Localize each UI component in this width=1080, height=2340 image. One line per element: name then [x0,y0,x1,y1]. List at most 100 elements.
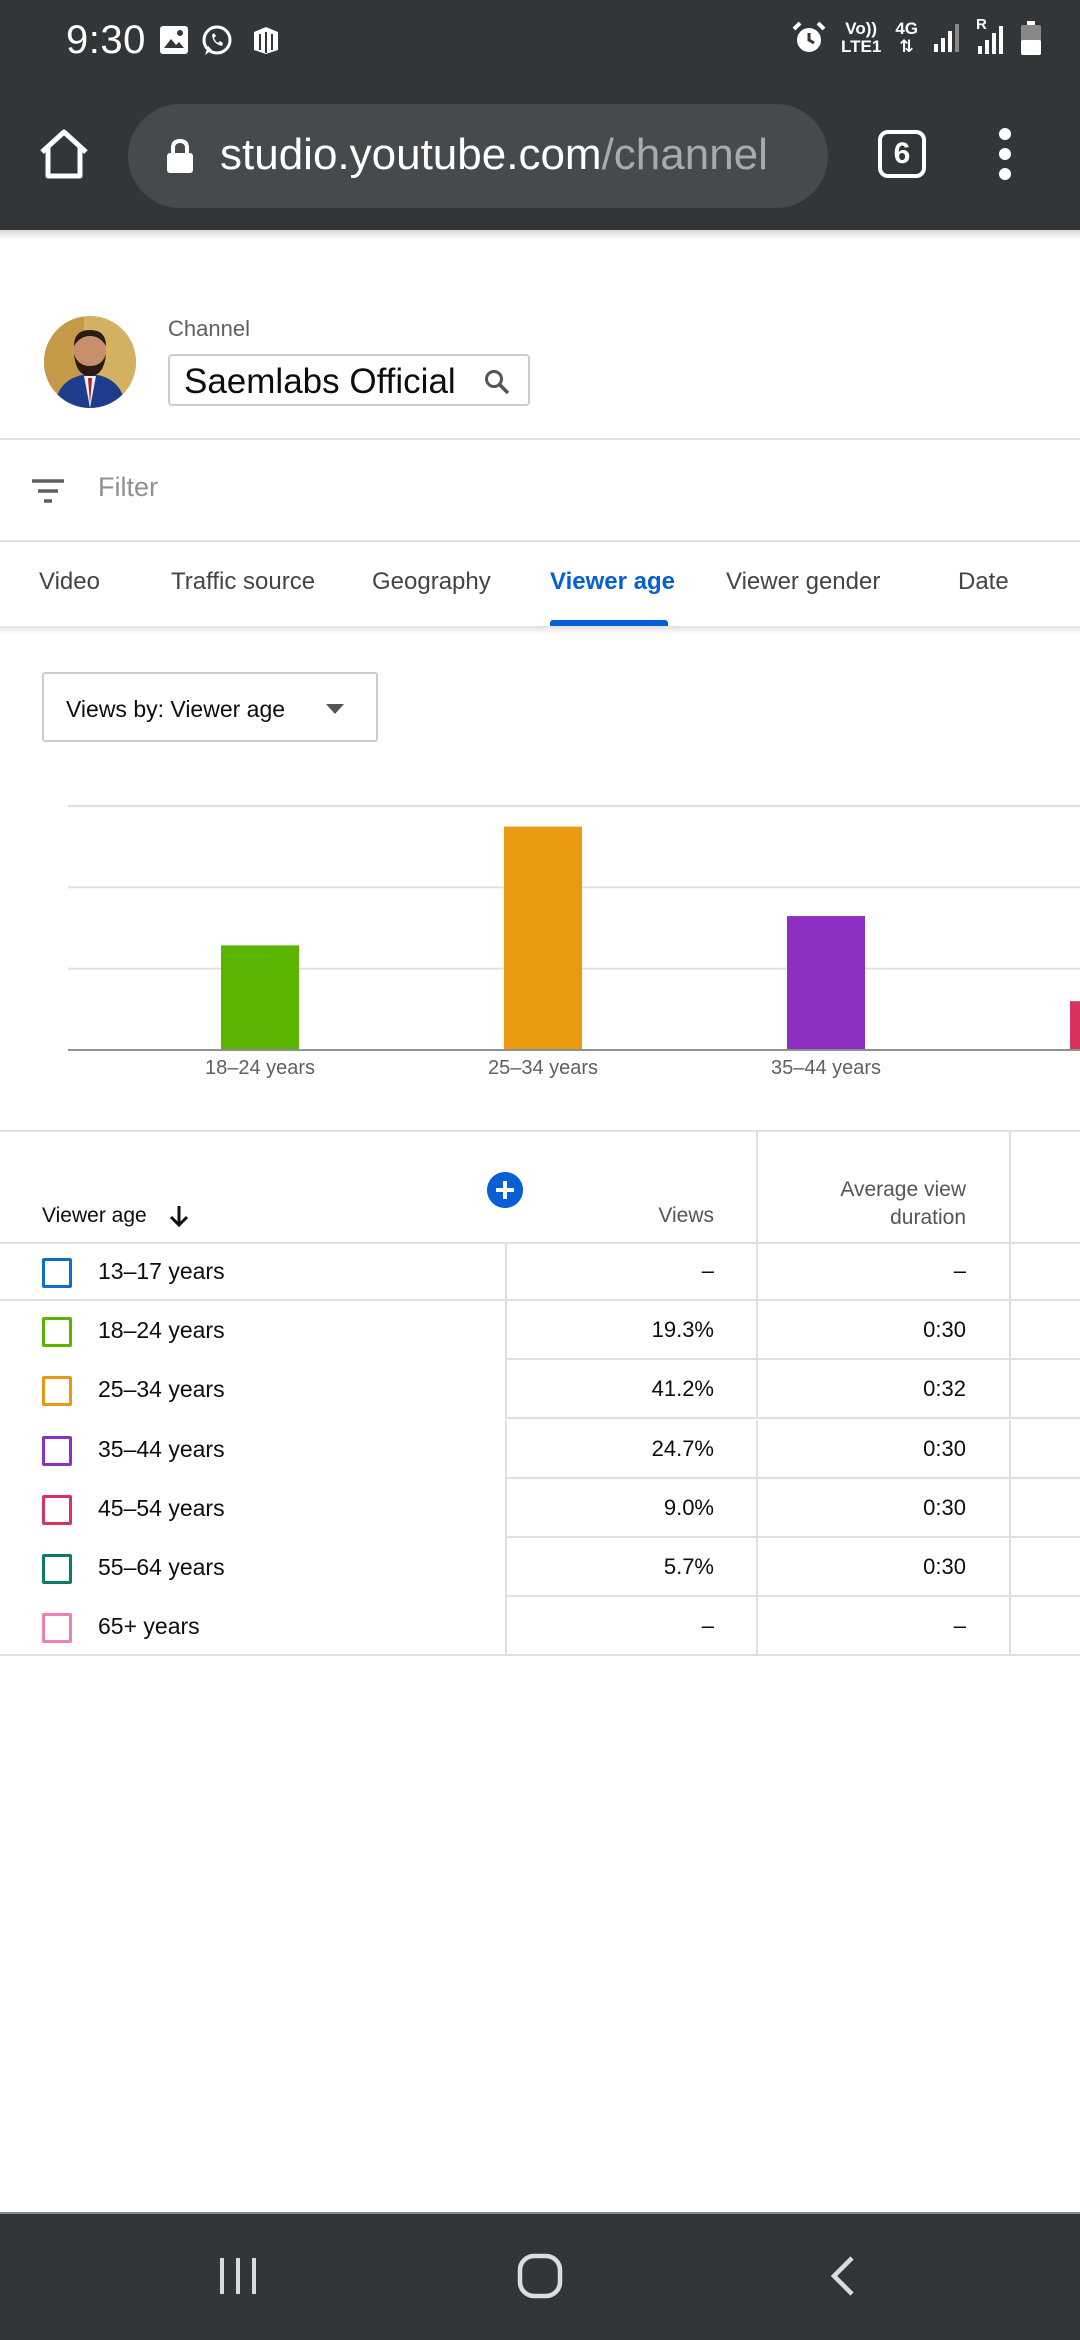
header-avg-view-duration[interactable]: Average view duration [840,1178,966,1229]
row-checkbox[interactable] [42,1435,72,1466]
table-row[interactable]: 18–24 years 19.3% 0:30 [0,1301,1080,1361]
add-column-button[interactable] [487,1172,523,1208]
navbar-border [0,2212,1080,2215]
row-label: 13–17 years [98,1258,225,1284]
channel-name: Saemlabs Official [184,362,456,401]
chart-tick-label: 25–34 years [488,1057,598,1079]
tab-viewer-age[interactable]: Viewer age [550,568,675,595]
table-row[interactable]: 65+ years – – [0,1597,1080,1657]
row-checkbox[interactable] [42,1258,72,1288]
url-text: studio.youtube.com/channel [220,130,768,179]
row-checkbox[interactable] [42,1554,72,1584]
filter-icon[interactable] [30,476,66,506]
column-divider [505,1360,507,1420]
tab-traffic-source[interactable]: Traffic source [171,568,316,595]
status-time: 9:30 [66,18,146,62]
row-avg-duration: – [953,1258,966,1283]
column-divider [505,1597,507,1657]
column-divider [1009,1538,1011,1597]
tabs-shadow [0,626,1080,634]
tab-geography[interactable]: Geography [372,568,491,595]
table-row[interactable]: 55–64 years 5.7% 0:30 [0,1538,1080,1597]
whatsapp-icon [202,25,232,55]
alarm-icon [792,21,826,52]
row-avg-duration: – [953,1613,966,1639]
table-row[interactable]: 35–44 years 24.7% 0:30 [0,1419,1080,1479]
row-label: 25–34 years [98,1376,225,1403]
divider [0,540,1080,542]
column-divider [505,1301,507,1361]
volte-indicator: Vo)) LTE1 [841,19,882,56]
header-viewer-age[interactable]: Viewer age [42,1204,147,1227]
header-views[interactable]: Views [658,1204,714,1227]
column-divider [1009,1419,1011,1479]
signal-roaming-icon: R [976,16,1006,56]
tab-switcher-button[interactable]: 6 [878,130,926,178]
row-views: – [701,1613,714,1639]
chart-bar [1070,1001,1080,1050]
search-icon[interactable] [484,369,510,395]
table-row[interactable]: 45–54 years 9.0% 0:30 [0,1478,1080,1538]
row-avg-duration: 0:30 [923,1435,966,1461]
back-icon[interactable] [826,2254,862,2298]
metric-dropdown[interactable]: Views by: Viewer age [42,672,378,742]
tab-date[interactable]: Date [958,568,1009,595]
app-icon [254,27,278,54]
column-divider [1009,1242,1011,1301]
table-row[interactable]: 25–34 years 41.2% 0:32 [0,1360,1080,1420]
column-divider [756,1478,758,1538]
row-label: 55–64 years [98,1554,225,1580]
gallery-icon [160,26,188,54]
arrow-down-icon[interactable] [168,1204,190,1228]
chart-tick-label: 35–44 years [771,1057,881,1079]
active-tab-indicator [550,620,668,626]
column-divider [1009,1360,1011,1420]
row-divider [505,1417,1080,1420]
dropdown-label: Views by: Viewer age [66,696,286,722]
row-checkbox[interactable] [42,1613,72,1644]
row-divider [0,1299,1080,1301]
column-divider [1009,1478,1011,1538]
column-divider [505,1538,507,1597]
column-divider [756,1538,758,1597]
row-checkbox[interactable] [42,1376,72,1407]
row-views: – [701,1258,714,1283]
divider [0,1130,1080,1132]
row-divider [505,1358,1080,1361]
row-views: 24.7% [651,1435,714,1461]
browser-toolbar: studio.youtube.com/channel 6 [0,82,1080,230]
home-nav-icon[interactable] [516,2252,564,2300]
table-row[interactable]: 13–17 years – – [0,1242,1080,1301]
toolbar-shadow [0,230,1080,240]
row-views: 5.7% [663,1554,714,1579]
home-icon[interactable] [36,126,92,182]
row-divider [505,1595,1080,1597]
column-divider [505,1242,507,1301]
channel-avatar[interactable] [44,316,136,408]
column-divider [756,1242,758,1301]
filter-input[interactable]: Filter [98,472,158,502]
row-views: 19.3% [651,1317,714,1343]
address-bar[interactable]: studio.youtube.com/channel [128,104,828,208]
row-divider [505,1476,1080,1479]
row-label: 45–54 years [98,1494,225,1521]
row-label: 35–44 years [98,1435,225,1462]
channel-selector[interactable]: Saemlabs Official [168,354,530,406]
more-options-icon[interactable] [990,122,1020,186]
tab-video[interactable]: Video [39,568,100,595]
row-avg-duration: 0:30 [923,1317,966,1343]
row-checkbox[interactable] [42,1494,72,1525]
row-views: 9.0% [663,1494,714,1520]
row-label: 65+ years [98,1613,200,1640]
row-avg-duration: 0:32 [923,1376,966,1402]
system-nav-bar [0,2214,1080,2340]
row-checkbox[interactable] [42,1317,72,1348]
row-divider [0,1654,1080,1657]
divider [0,438,1080,440]
recent-apps-icon[interactable] [216,2254,260,2298]
tab-viewer-gender[interactable]: Viewer gender [726,568,881,595]
column-divider [756,1130,758,1242]
channel-label: Channel [168,316,250,341]
column-divider [756,1597,758,1657]
